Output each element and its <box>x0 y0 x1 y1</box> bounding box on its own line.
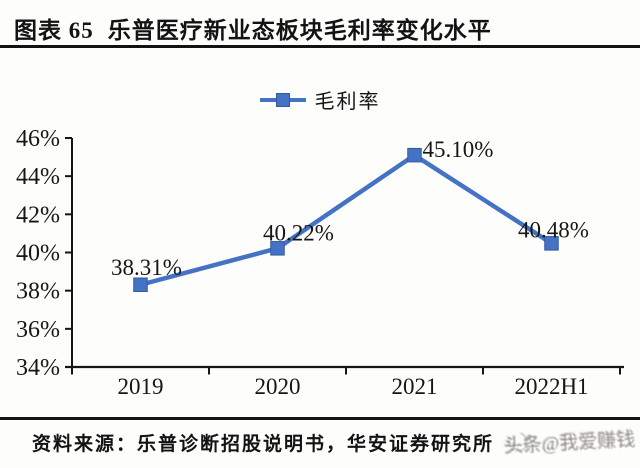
data-point-label: 40.22% <box>263 220 334 245</box>
x-category-label: 2021 <box>392 374 438 399</box>
figure-number: 图表 65 <box>14 18 94 43</box>
footer-divider <box>0 417 640 420</box>
x-category-label: 2019 <box>118 374 164 399</box>
data-point-marker <box>544 236 559 251</box>
legend-square-marker-icon <box>275 92 290 107</box>
y-tick-label: 38% <box>16 279 60 305</box>
y-tick-label: 42% <box>16 202 60 228</box>
y-tick-label: 36% <box>16 317 60 343</box>
data-point-label: 40.48% <box>518 217 589 242</box>
data-point-label: 45.10% <box>423 137 494 162</box>
data-point-marker <box>270 241 285 256</box>
data-point-marker <box>133 277 148 293</box>
y-tick-label: 46% <box>16 126 60 152</box>
y-tick-label: 44% <box>16 164 60 190</box>
chart-legend: 毛利率 <box>0 85 640 114</box>
x-category-label: 2020 <box>255 374 301 399</box>
source-note: 资料来源：乐普诊断招股说明书，华安证券研究所 <box>32 434 495 455</box>
series-line <box>139 152 553 287</box>
x-category-label: 2022H1 <box>514 374 588 399</box>
title-divider <box>0 45 640 48</box>
y-tick-label: 34% <box>16 355 60 381</box>
data-point-label: 38.31% <box>111 255 182 280</box>
y-tick-label: 40% <box>16 241 60 267</box>
data-point-marker <box>407 147 422 163</box>
figure-title: 图表 65 乐普医疗新业态板块毛利率变化水平 <box>14 11 492 45</box>
legend-line-marker-icon <box>259 92 306 107</box>
figure-title-text: 乐普医疗新业态板块毛利率变化水平 <box>107 18 492 43</box>
legend-series-label: 毛利率 <box>314 91 381 113</box>
